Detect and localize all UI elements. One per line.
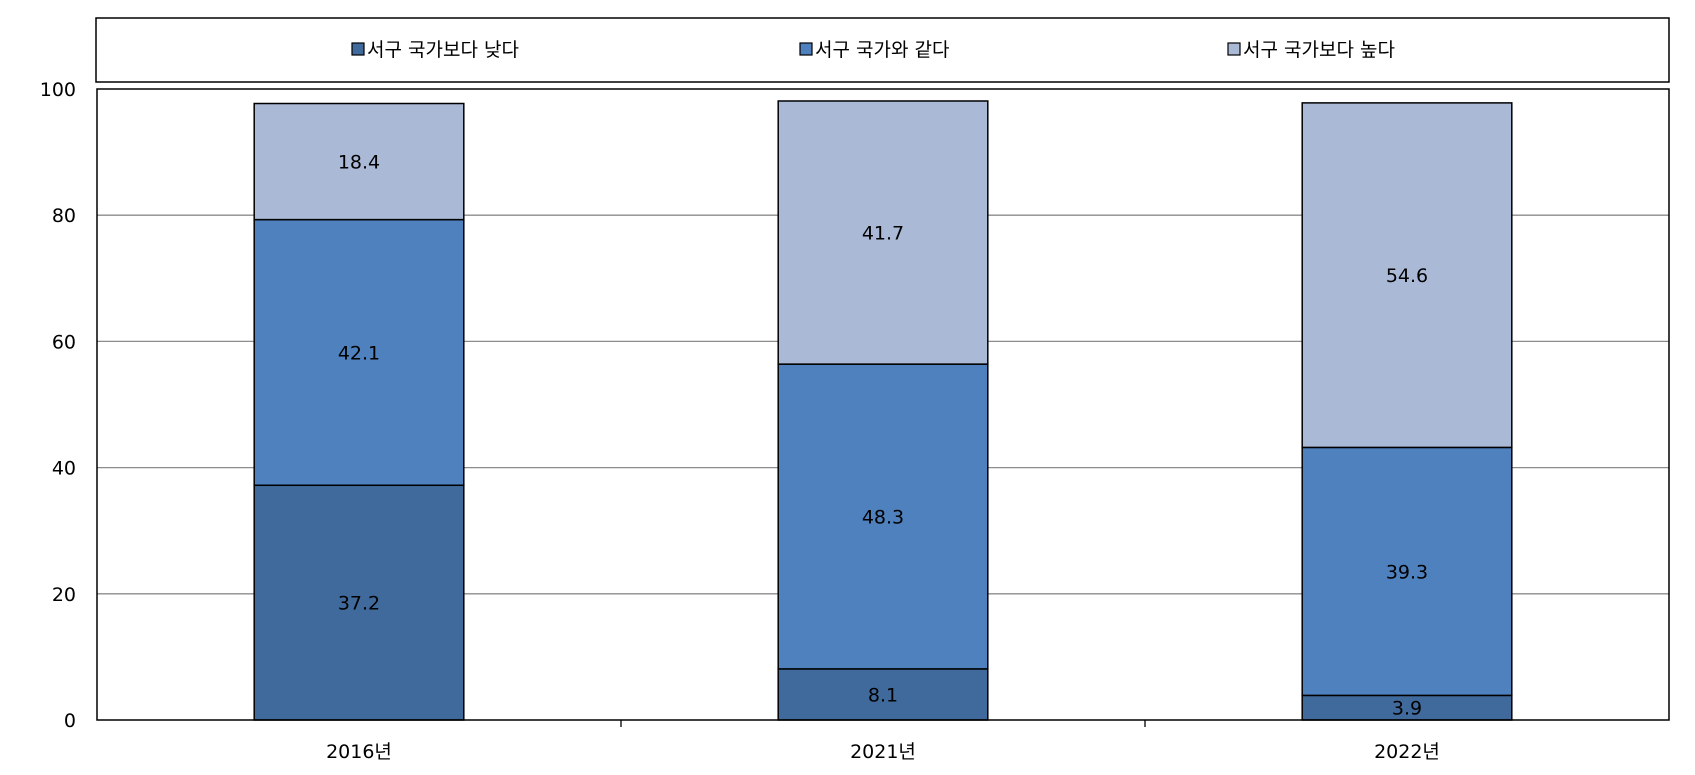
bar-segment <box>777 668 989 721</box>
y-tick-label: 40 <box>52 458 76 480</box>
legend-swatch <box>799 42 813 56</box>
y-tick-label: 80 <box>52 205 76 227</box>
x-axis: 2016년 2021년 2022년 <box>326 720 1440 763</box>
data-label: 18.4 <box>338 152 380 174</box>
x-tick-label: 2022년 <box>1374 741 1440 763</box>
legend-label: 서구 국가와 같다 <box>815 39 949 61</box>
data-label: 54.6 <box>1386 265 1428 287</box>
legend: 서구 국가보다 낮다 서구 국가와 같다 서구 국가보다 높다 <box>351 39 1395 61</box>
data-label: 39.3 <box>1386 561 1428 583</box>
data-label: 41.7 <box>862 223 904 245</box>
data-label: 42.1 <box>338 342 380 364</box>
y-tick-label: 100 <box>40 79 76 101</box>
data-label: 3.9 <box>1392 698 1422 720</box>
data-label: 48.3 <box>862 507 904 529</box>
x-tick-label: 2016년 <box>326 741 392 763</box>
y-tick-label: 60 <box>52 331 76 353</box>
legend-label: 서구 국가보다 낮다 <box>367 39 519 61</box>
legend-label: 서구 국가보다 높다 <box>1243 39 1395 61</box>
x-tick-label: 2021년 <box>850 741 916 763</box>
y-tick-label: 0 <box>64 710 76 732</box>
plot-area-frame <box>96 88 1670 721</box>
bar-segment <box>777 100 989 365</box>
legend-swatch <box>351 42 365 56</box>
legend-swatch <box>1227 42 1241 56</box>
bar-segment <box>253 102 465 221</box>
y-axis: 0 20 40 60 80 100 <box>40 79 76 732</box>
bar-segment <box>777 363 989 670</box>
bar-segment <box>1301 446 1513 697</box>
data-labels: 37.2 42.1 18.4 8.1 48.3 41.7 3.9 39.3 54.6 <box>338 152 1428 720</box>
y-tick-label: 20 <box>52 584 76 606</box>
bar-segment <box>1301 102 1513 449</box>
bars <box>253 100 1513 721</box>
data-label: 37.2 <box>338 593 380 615</box>
data-label: 8.1 <box>868 684 898 706</box>
